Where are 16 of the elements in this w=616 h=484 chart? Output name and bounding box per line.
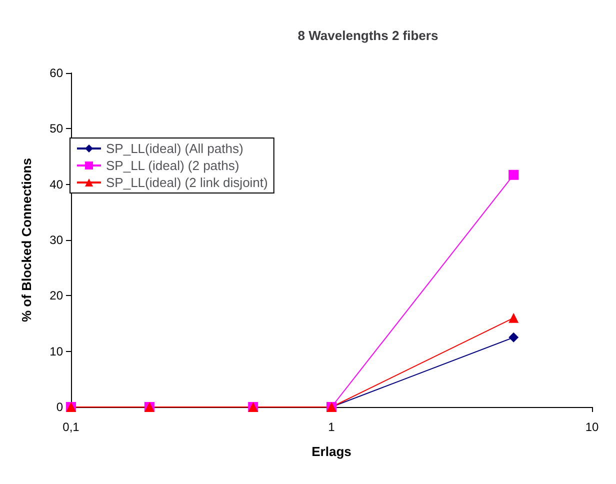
y-tick-label: 20 [50,288,64,303]
x-tick-label: 0,1 [62,420,80,434]
y-tick-label: 50 [50,122,64,136]
y-tick-label: 60 [50,66,64,80]
legend-label: SP_LL(ideal) (2 link disjoint) [106,175,268,190]
legend-label: SP_LL (ideal) (2 paths) [106,158,240,173]
y-tick-label: 0 [56,400,64,414]
legend-label: SP_LL(ideal) (All paths) [106,141,244,156]
y-tick-label: 40 [50,177,64,192]
x-tick-label: 10 [585,420,599,434]
y-tick-label: 30 [50,233,64,247]
x-axis-title: Erlags [312,444,352,459]
chart-title: 8 Wavelengths 2 fibers [298,28,438,43]
x-tick-label: 1 [328,420,336,434]
y-axis-title: % of Blocked Connections [19,158,34,322]
y-tick-label: 10 [50,344,64,358]
